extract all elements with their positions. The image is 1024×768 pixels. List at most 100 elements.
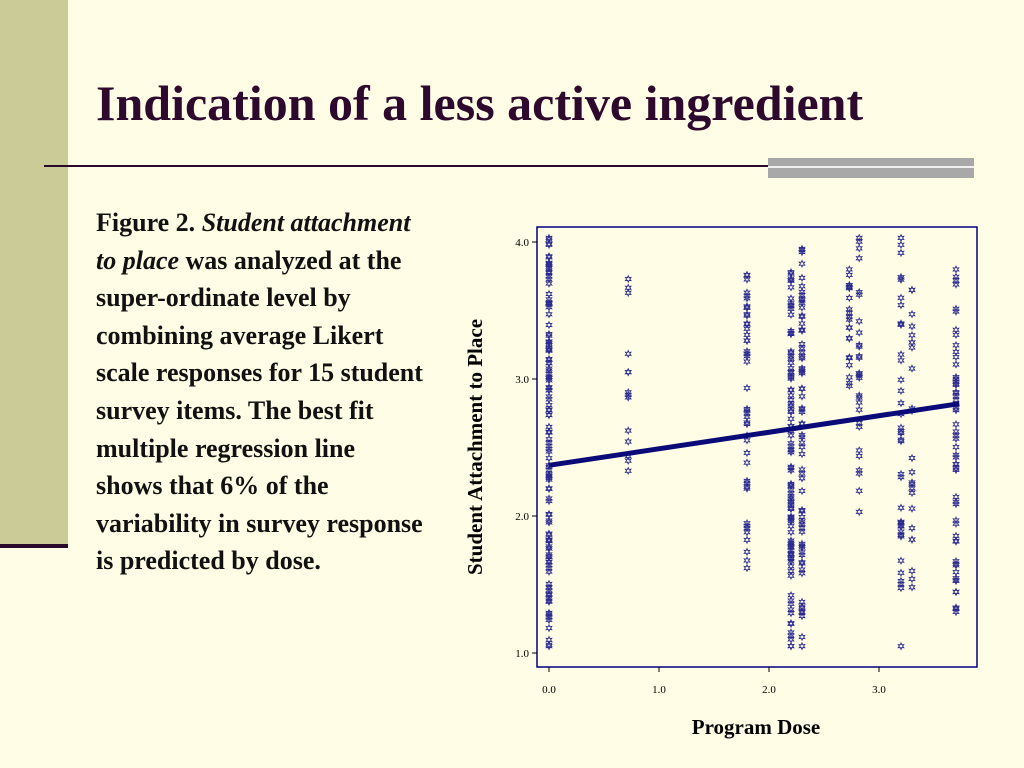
data-point	[845, 360, 854, 370]
data-point	[545, 563, 553, 573]
data-point	[798, 273, 806, 283]
data-point	[787, 605, 795, 614]
data-point	[798, 565, 806, 574]
data-point	[545, 484, 553, 494]
data-point	[908, 478, 916, 487]
data-point	[787, 363, 795, 373]
data-point	[897, 240, 905, 250]
data-point	[798, 244, 806, 254]
data-point	[952, 453, 960, 462]
data-point	[908, 582, 916, 592]
data-point	[952, 536, 960, 546]
data-point	[798, 469, 806, 478]
data-point	[798, 597, 806, 607]
data-point	[897, 356, 905, 365]
data-point	[855, 486, 863, 496]
x-tick-label: 1.0	[652, 684, 666, 696]
data-point	[545, 274, 553, 284]
data-point	[545, 635, 553, 645]
data-point	[908, 338, 916, 347]
data-point	[897, 435, 905, 444]
data-point	[545, 536, 553, 545]
data-point	[897, 427, 905, 436]
data-point	[855, 244, 863, 253]
data-point	[743, 309, 751, 319]
data-point	[952, 379, 960, 388]
data-point	[545, 475, 553, 484]
data-point	[908, 453, 916, 463]
data-point	[787, 596, 795, 605]
data-point	[787, 372, 795, 382]
data-point	[787, 480, 795, 490]
data-point	[897, 583, 905, 593]
data-point	[897, 641, 905, 651]
data-point	[855, 398, 863, 407]
data-point	[897, 436, 905, 446]
data-point	[952, 280, 960, 289]
data-point	[545, 295, 553, 304]
data-point	[855, 237, 863, 246]
data-point	[545, 329, 553, 339]
data-point	[787, 406, 795, 415]
data-point	[952, 492, 960, 502]
data-point	[798, 449, 806, 459]
data-point	[787, 504, 795, 514]
data-point	[787, 499, 795, 509]
data-point	[952, 465, 960, 475]
data-point	[743, 404, 751, 414]
data-point	[545, 235, 553, 244]
data-point	[787, 542, 795, 551]
data-point	[798, 568, 806, 578]
data-point	[798, 486, 806, 496]
data-point	[798, 602, 806, 611]
data-point	[798, 465, 806, 474]
y-tick-label: 1.0	[515, 648, 529, 660]
data-point	[952, 340, 960, 350]
data-point	[787, 466, 795, 475]
data-point	[743, 435, 751, 445]
caption-body: was analyzed at the super-ordinate level…	[96, 245, 423, 576]
data-point	[545, 623, 553, 633]
data-point	[787, 274, 795, 283]
data-point	[787, 275, 795, 285]
data-point	[952, 567, 960, 577]
fit-line	[548, 401, 960, 468]
data-point	[897, 568, 905, 578]
data-point	[798, 405, 806, 414]
data-point	[897, 519, 905, 528]
data-point	[897, 293, 905, 303]
data-point	[798, 365, 806, 374]
data-point	[787, 299, 795, 308]
data-point	[545, 469, 553, 479]
data-point	[952, 276, 960, 285]
data-point	[787, 326, 795, 336]
data-point	[798, 247, 806, 257]
data-point	[798, 319, 806, 328]
data-point	[545, 309, 553, 319]
data-point	[845, 373, 854, 382]
data-point	[624, 456, 632, 465]
data-point	[952, 603, 960, 612]
data-point	[743, 311, 751, 320]
data-point	[952, 604, 960, 614]
data-point	[798, 432, 806, 442]
data-point	[743, 527, 751, 537]
data-point	[743, 518, 751, 528]
data-point	[787, 462, 795, 472]
data-point	[545, 640, 553, 650]
data-point	[787, 304, 795, 314]
data-point	[952, 304, 960, 314]
data-point	[787, 400, 795, 409]
data-point	[787, 641, 795, 651]
data-point	[798, 392, 806, 401]
data-point	[798, 641, 806, 651]
data-point	[798, 519, 806, 529]
data-point	[545, 410, 553, 420]
data-point	[787, 527, 795, 537]
data-point	[855, 317, 863, 326]
data-point	[798, 430, 806, 440]
data-point	[743, 275, 751, 284]
data-point	[743, 383, 751, 393]
data-point	[545, 340, 553, 350]
data-point	[908, 566, 916, 576]
